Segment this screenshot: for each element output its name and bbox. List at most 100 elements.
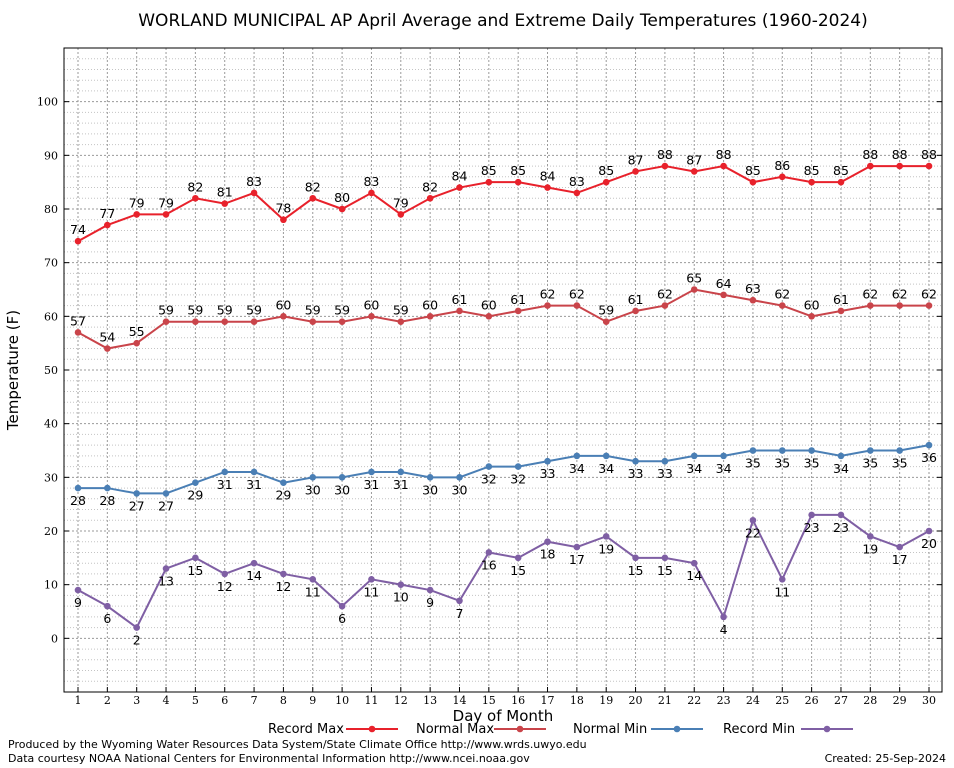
- data-point-record-max: [133, 211, 140, 218]
- data-label-normal-max: 62: [892, 287, 908, 302]
- x-tick-label: 10: [335, 694, 349, 707]
- y-tick-label: 50: [44, 364, 58, 377]
- legend-label-record-min: Record Min: [723, 722, 795, 737]
- y-tick-label: 80: [44, 203, 58, 216]
- data-label-normal-max: 60: [422, 297, 438, 312]
- data-label-record-min: 7: [456, 606, 464, 621]
- data-label-record-min: 11: [774, 584, 790, 599]
- data-label-record-min: 12: [275, 579, 291, 594]
- data-point-normal-min: [602, 452, 610, 460]
- legend-label-normal-min: Normal Min: [573, 722, 647, 737]
- data-label-normal-max: 59: [334, 303, 350, 318]
- data-point-record-max: [192, 194, 199, 202]
- x-tick-label: 6: [221, 694, 228, 707]
- series-normal-max: 57 54 55 59 59 59 59 60 59 59 60 59 60 61 60 61 62 62 59 61…: [70, 271, 937, 352]
- x-tick-label: 29: [893, 694, 907, 707]
- series-line-normal-min: [78, 444, 930, 495]
- data-point-normal-min: [104, 484, 111, 492]
- data-point-normal-min: [338, 474, 346, 481]
- data-point-normal-max: [426, 313, 434, 320]
- x-tick-label: 20: [629, 694, 643, 707]
- data-point-record-max: [221, 200, 229, 207]
- data-label-record-min: 17: [569, 552, 585, 567]
- series-line-record-min: [77, 513, 930, 630]
- data-point-normal-max: [485, 313, 493, 320]
- data-label-normal-max: 59: [158, 303, 174, 318]
- x-tick-label: 26: [805, 694, 819, 707]
- data-label-normal-min: 32: [481, 472, 497, 487]
- data-label-record-min: 23: [804, 520, 820, 535]
- y-tick-label: 20: [44, 525, 58, 538]
- data-label-normal-max: 59: [393, 303, 409, 318]
- data-point-normal-max: [661, 302, 669, 309]
- data-label-normal-max: 62: [540, 287, 556, 302]
- x-tick-label: 30: [922, 694, 936, 707]
- x-tick-label: 3: [133, 694, 140, 707]
- data-point-record-max: [867, 162, 874, 170]
- data-point-record-max: [368, 189, 375, 197]
- legend: Record Max Normal Max Normal Min Record Min: [268, 722, 853, 737]
- data-point-record-max: [661, 162, 669, 170]
- data-label-record-max: 77: [99, 206, 115, 221]
- data-point-record-min: [749, 516, 757, 524]
- data-point-normal-min: [690, 452, 698, 460]
- data-point-normal-min: [162, 490, 170, 497]
- data-label-record-min: 6: [103, 611, 111, 626]
- y-tick-label: 0: [51, 632, 58, 645]
- data-label-normal-max: 61: [628, 292, 644, 307]
- y-axis-label: Temperature (F): [4, 310, 22, 431]
- data-label-record-max: 83: [569, 174, 585, 189]
- data-point-normal-max: [133, 339, 140, 347]
- data-point-record-max: [162, 211, 170, 218]
- data-point-record-min: [514, 554, 522, 562]
- data-point-record-max: [514, 178, 522, 186]
- x-tick-label: 1: [75, 694, 82, 707]
- data-point-record-min: [896, 543, 903, 551]
- data-label-record-max: 85: [804, 163, 820, 178]
- data-point-record-max: [74, 237, 82, 245]
- data-point-record-max: [397, 211, 405, 218]
- data-label-normal-max: 60: [363, 297, 379, 312]
- data-point-normal-max: [338, 318, 346, 326]
- data-label-record-max: 85: [481, 163, 497, 178]
- y-tick-label: 40: [44, 418, 58, 431]
- data-point-normal-max: [250, 318, 258, 326]
- data-point-record-min: [690, 559, 698, 567]
- data-label-record-min: 13: [158, 574, 174, 589]
- data-point-record-min: [309, 576, 317, 583]
- data-label-normal-min: 30: [452, 482, 468, 497]
- data-point-normal-max: [456, 307, 463, 315]
- data-label-record-min: 15: [187, 563, 203, 578]
- data-point-record-max: [778, 173, 786, 181]
- data-point-normal-max: [192, 318, 199, 326]
- data-point-record-min: [632, 554, 639, 562]
- data-point-normal-min: [867, 447, 874, 454]
- data-point-record-min: [778, 576, 786, 583]
- data-point-normal-max: [896, 302, 903, 309]
- data-point-record-min: [250, 559, 258, 567]
- x-tick-label: 2: [104, 694, 111, 707]
- data-label-normal-max: 61: [452, 292, 468, 307]
- data-label-record-max: 88: [716, 147, 732, 162]
- data-point-record-max: [426, 194, 434, 202]
- x-tick-label: 27: [834, 694, 848, 707]
- data-point-record-max: [690, 168, 698, 175]
- legend-marker-normal-max: [516, 725, 524, 733]
- data-point-normal-max: [221, 318, 229, 326]
- data-label-normal-max: 62: [569, 287, 585, 302]
- data-label-record-max: 87: [628, 152, 644, 167]
- data-point-record-min: [867, 533, 874, 540]
- data-point-record-max: [250, 189, 258, 197]
- data-label-normal-min: 27: [129, 498, 145, 513]
- y-tick-label: 30: [44, 471, 58, 484]
- y-tick-label: 60: [44, 310, 58, 323]
- x-tick-label: 19: [599, 694, 613, 707]
- data-label-normal-min: 29: [187, 488, 203, 503]
- x-tick-label: 17: [541, 694, 555, 707]
- data-point-normal-min: [778, 447, 786, 454]
- data-point-record-min: [338, 602, 346, 610]
- data-label-normal-min: 34: [833, 461, 849, 476]
- data-point-record-min: [74, 586, 82, 594]
- data-point-record-max: [573, 189, 581, 197]
